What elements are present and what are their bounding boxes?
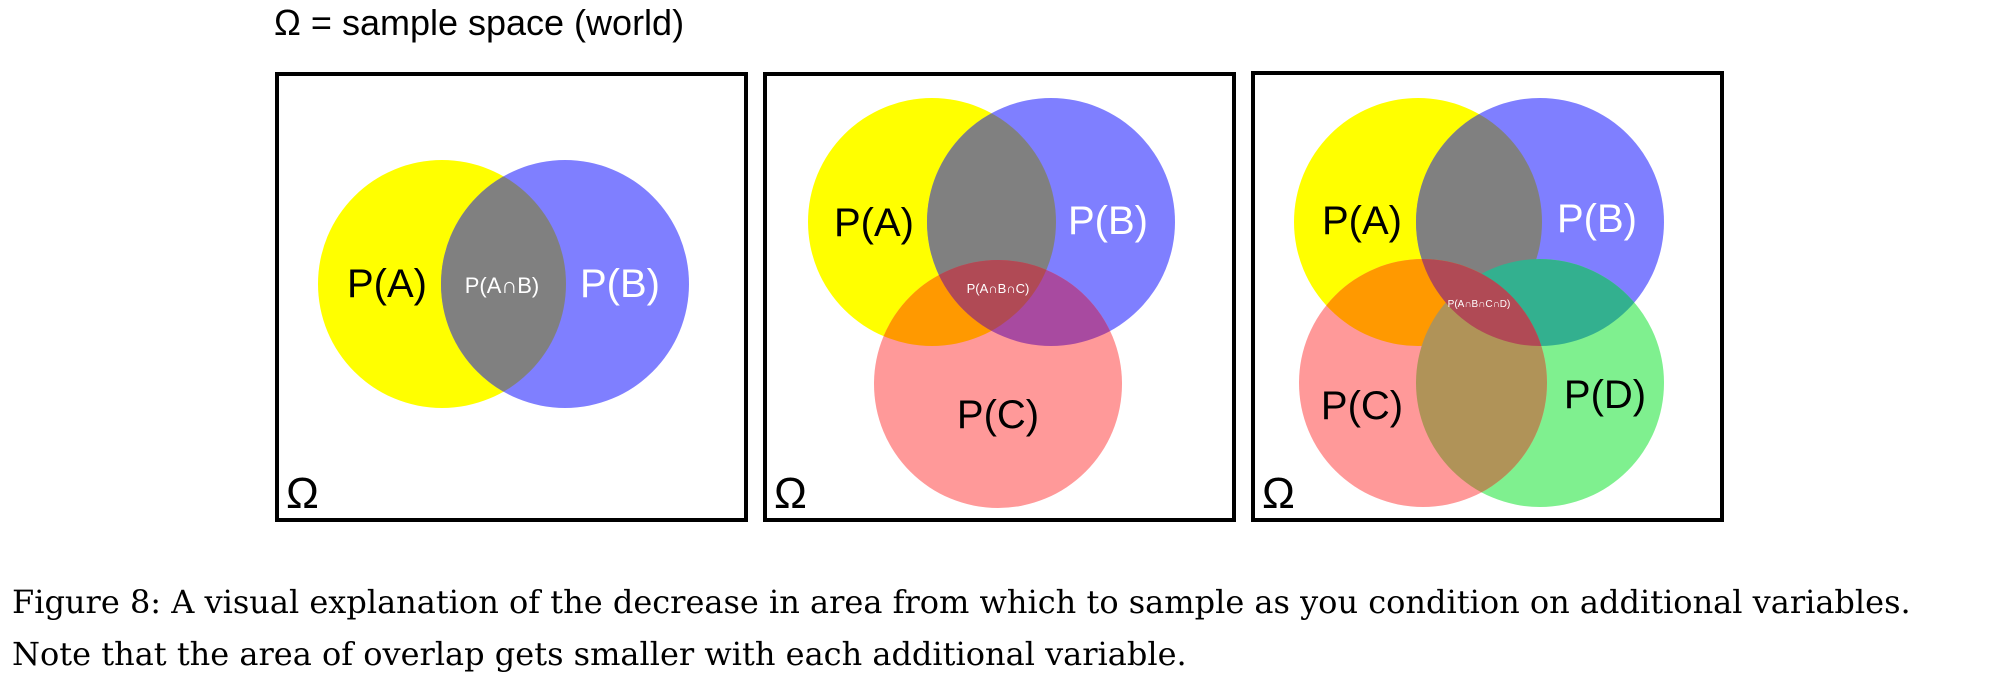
label-a: P(A)	[834, 201, 914, 245]
label-abc: P(A∩B∩C)	[967, 281, 1030, 296]
label-c: P(C)	[1321, 384, 1403, 428]
label-ab: P(A∩B)	[465, 273, 540, 298]
panel-two-events: P(A) P(B) P(A∩B) Ω	[275, 72, 748, 522]
omega-symbol: Ω	[774, 469, 807, 518]
label-b: P(B)	[1068, 199, 1148, 243]
label-abcd: P(A∩B∩C∩D)	[1448, 299, 1511, 310]
panel-four-events: P(A) P(B) P(C) P(D) P(A∩B∩C∩D) Ω	[1251, 71, 1724, 522]
omega-symbol: Ω	[1262, 469, 1295, 518]
label-a: P(A)	[1322, 199, 1402, 243]
label-b: P(B)	[580, 262, 660, 306]
label-a: P(A)	[347, 262, 427, 306]
label-c: P(C)	[957, 393, 1039, 437]
figure-caption: Figure 8: A visual explanation of the de…	[12, 583, 1911, 673]
omega-symbol: Ω	[286, 469, 319, 518]
overlap-ab	[441, 160, 566, 408]
venn-diagrams: P(A) P(B) P(A∩B) Ω P(A) P(B) P(C) P(A∩B∩…	[275, 71, 1724, 522]
sample-space-legend: Ω = sample space (world)	[274, 2, 685, 43]
panel-three-events: P(A) P(B) P(C) P(A∩B∩C) Ω	[763, 72, 1236, 522]
label-b: P(B)	[1557, 197, 1637, 241]
label-d: P(D)	[1564, 373, 1646, 417]
overlap-ac	[874, 260, 1056, 346]
